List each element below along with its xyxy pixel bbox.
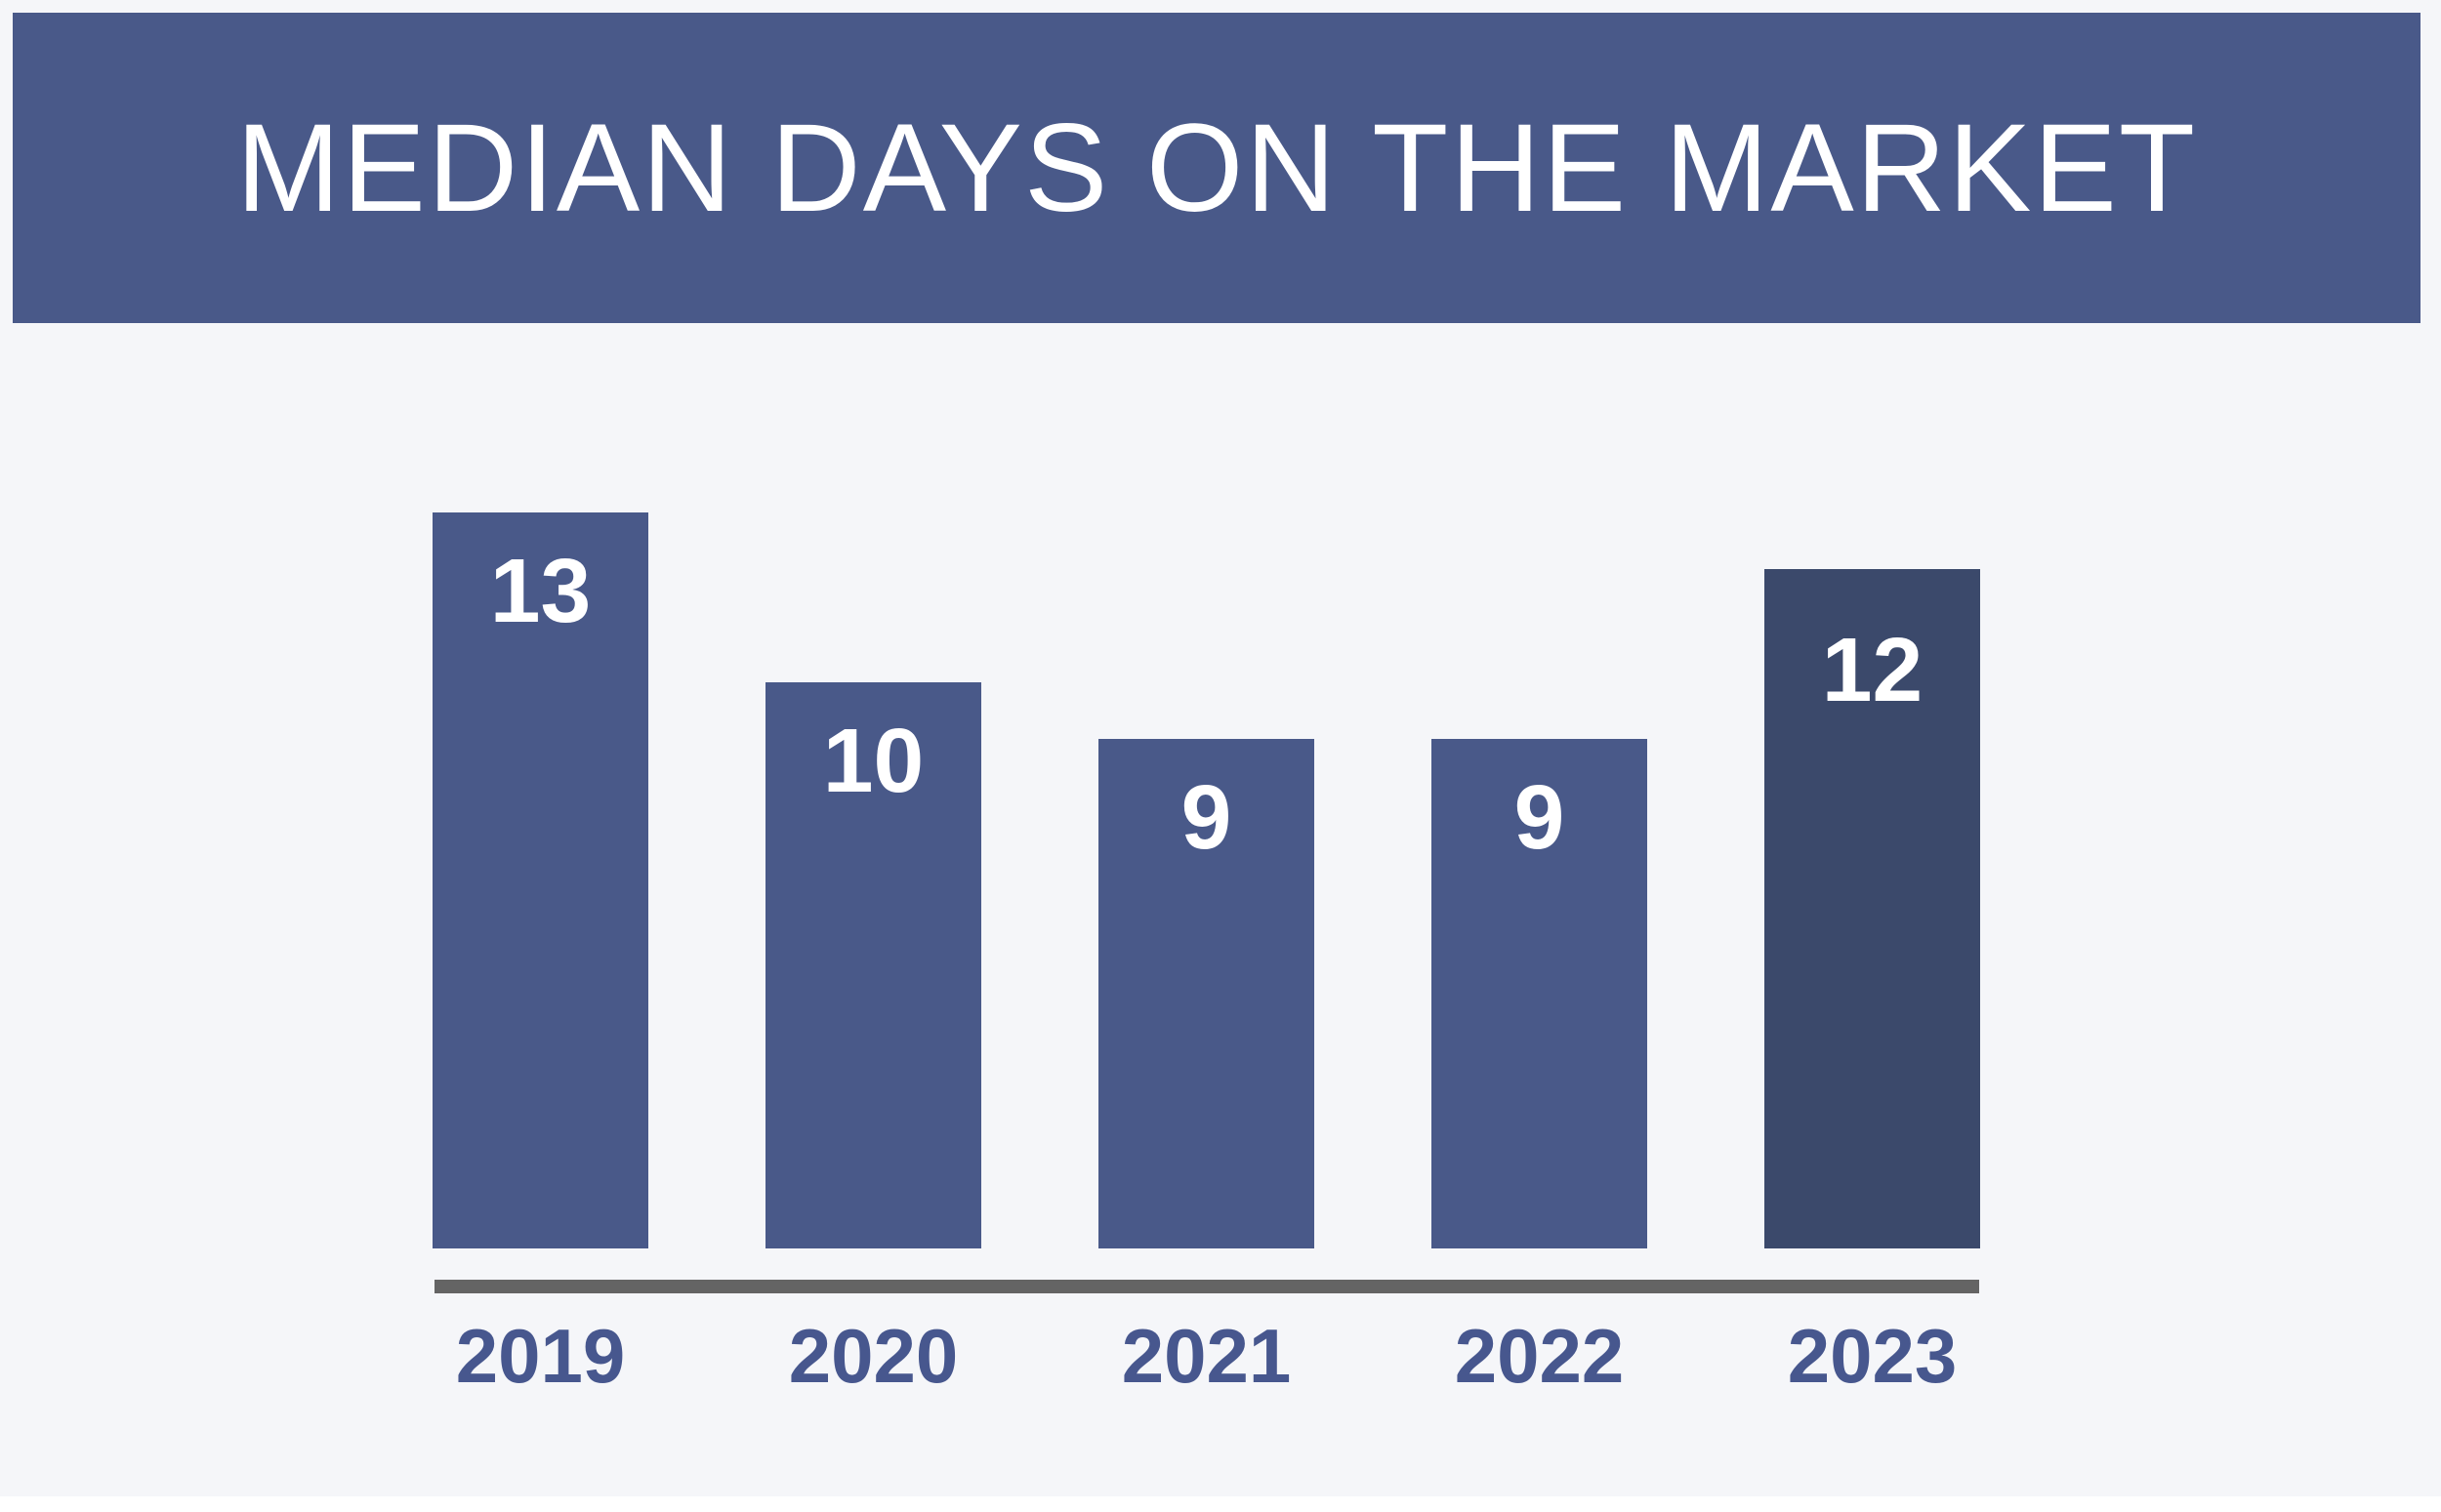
bar-2020: 10: [765, 682, 981, 1248]
bar-value-label-2022: 9: [1513, 766, 1565, 868]
x-tick-label-2022: 2022: [1454, 1313, 1625, 1399]
bottom-strip: [0, 1496, 2441, 1512]
bar-2023: 12: [1764, 569, 1980, 1248]
x-axis-line: [434, 1280, 1979, 1293]
x-tick-label-2020: 2020: [788, 1313, 959, 1399]
x-tick-label-2021: 2021: [1121, 1313, 1292, 1399]
bar-2019: 13: [433, 512, 648, 1248]
bar-2021: 9: [1098, 739, 1314, 1248]
bar-value-label-2020: 10: [822, 710, 925, 811]
x-tick-label-2023: 2023: [1787, 1313, 1958, 1399]
chart-title: MEDIAN DAYS ON THE MARKET: [235, 98, 2198, 238]
bar-2022: 9: [1431, 739, 1647, 1248]
bar-value-label-2023: 12: [1821, 619, 1924, 720]
bar-value-label-2019: 13: [489, 540, 592, 641]
x-tick-label-2019: 2019: [455, 1313, 626, 1399]
bar-value-label-2021: 9: [1180, 766, 1232, 868]
title-banner: MEDIAN DAYS ON THE MARKET: [13, 13, 2420, 323]
